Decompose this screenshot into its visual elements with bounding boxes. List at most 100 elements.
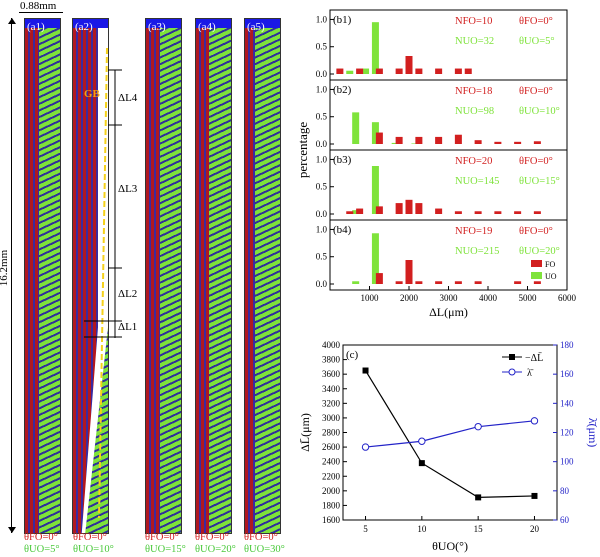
theta-fo-a5: θFO=0° [244, 532, 278, 543]
fo-bar [514, 281, 522, 284]
x-tick-label: 1000 [361, 293, 380, 303]
data-point [530, 417, 539, 425]
fo-region [146, 19, 160, 533]
uo-bar [352, 281, 360, 284]
n-uo-label: NUO=215 [455, 246, 499, 257]
fo-bar [415, 281, 423, 284]
panel-a3: (a3) [145, 18, 182, 534]
n-fo-label: NFO=20 [455, 156, 492, 167]
fo-bar [405, 56, 413, 74]
fo-bar [454, 211, 462, 214]
a-panels: 0.88mm 16.2mm (a1) θFO=0° θUO=5° (a2) GB… [0, 0, 285, 555]
y-left-tick-label: 3600 [322, 369, 341, 379]
panel-a1: (a1) [24, 18, 61, 534]
legend-marker [509, 354, 515, 360]
fo-bar [356, 68, 364, 74]
uo-bar [411, 143, 419, 144]
fo-bar [454, 281, 462, 284]
legend-marker [508, 368, 516, 376]
y-tick-label: 1.0 [316, 84, 328, 94]
y-tick-label: 0.5 [316, 182, 328, 192]
data-point [418, 437, 426, 445]
y-tick-label: 1.0 [316, 224, 328, 234]
fo-region [196, 19, 209, 533]
fo-bar [415, 203, 423, 214]
n-fo-label: NFO=19 [455, 226, 492, 237]
n-fo-label: NFO=18 [455, 86, 492, 97]
uo-bar [352, 210, 360, 214]
fo-bar [533, 141, 541, 144]
uo-bar [362, 68, 370, 74]
c-line-chart: 1600 1800 2000 2200 2400 2600 2800 3000 3200 3400… [298, 340, 600, 553]
x-tick-label: 20 [530, 524, 540, 534]
fo-bar [474, 140, 482, 144]
data-point [474, 422, 482, 431]
data-point [362, 367, 369, 374]
height-label: 16.2mm [0, 249, 11, 287]
panel-label: (a5) [247, 21, 265, 33]
series-line [365, 370, 535, 499]
x-tick-label: 6000 [558, 293, 577, 303]
legend-fo-swatch [531, 260, 542, 267]
fo-bar [464, 68, 472, 74]
x-tick-label: 4000 [479, 293, 498, 303]
y-right-tick-label: 180 [560, 340, 574, 350]
theta-uo-a3: θUO=15° [145, 544, 186, 555]
y-tick-label: 1.0 [316, 14, 328, 24]
b-histograms: 0.0 0.5 1.0 (b1) NFO=10 NUO=32 θFO=0° θUO=5° 0.0… [295, 9, 577, 319]
y-axis-label: percentage [295, 122, 310, 179]
panel-label: (a4) [198, 21, 216, 33]
x-axis-label: θUO(°) [432, 539, 468, 553]
panel-a5: (a5) [244, 18, 281, 534]
theta-fo-a1: θFO=0° [24, 532, 58, 543]
y-right-tick-label: 160 [560, 369, 574, 379]
y-left-tick-label: 3800 [322, 355, 341, 365]
width-dimension [19, 12, 63, 13]
fo-bar [375, 68, 383, 74]
theta-uo-a4: θUO=20° [195, 544, 236, 555]
uo-bar [371, 233, 379, 284]
data-point [361, 443, 370, 451]
uo-bar [352, 112, 360, 144]
theta-fo-a2: θFO=0° [73, 532, 107, 543]
y-left-tick-label: 2800 [322, 428, 341, 438]
x-axis-label: ΔL(μm) [429, 305, 468, 319]
theta-fo-label: θFO=0° [519, 226, 553, 237]
panel-label: (b3) [333, 154, 352, 166]
top-liquid [196, 19, 231, 28]
y-left-tick-label: 2400 [322, 457, 341, 467]
fo-bar [405, 199, 413, 214]
top-liquid [25, 19, 60, 28]
y-left-tick-label: 1800 [322, 500, 341, 510]
y-tick-label: 0.5 [316, 42, 328, 52]
fo-bar [435, 281, 443, 284]
gb-label: GB [84, 88, 100, 100]
uo-bar [391, 142, 399, 144]
dl4-label: ΔL4 [118, 92, 138, 104]
y-left-tick-label: 3400 [322, 384, 341, 394]
fo-bar [395, 281, 403, 284]
y-tick-label: 0.0 [316, 69, 328, 79]
y-tick-label: 0.5 [316, 112, 328, 122]
legend-uo-label: UO [545, 272, 557, 281]
theta-fo-label: θFO=0° [519, 156, 553, 167]
fo-bar [435, 68, 443, 74]
dl1-label: ΔL1 [118, 321, 138, 333]
y-right-tick-label: 80 [560, 486, 570, 496]
y-left-tick-label: 3000 [322, 413, 341, 423]
y-left-axis-label: ΔL̄(μm) [298, 413, 312, 452]
gb-line [98, 47, 108, 519]
height-dimension [11, 18, 12, 533]
theta-uo-a1: θUO=5° [24, 544, 60, 555]
data-point [418, 460, 425, 467]
y-right-tick-label: 120 [560, 428, 574, 438]
x-tick-label: 15 [474, 524, 484, 534]
x-tick-label: 10 [417, 524, 427, 534]
theta-fo-a3: θFO=0° [145, 532, 179, 543]
y-right-tick-label: 100 [560, 457, 574, 467]
fo-bar [474, 281, 482, 284]
fo-bar [533, 211, 541, 214]
series-line [365, 420, 535, 448]
y-left-tick-label: 4000 [322, 340, 341, 350]
y-tick-label: 0.5 [316, 252, 328, 262]
